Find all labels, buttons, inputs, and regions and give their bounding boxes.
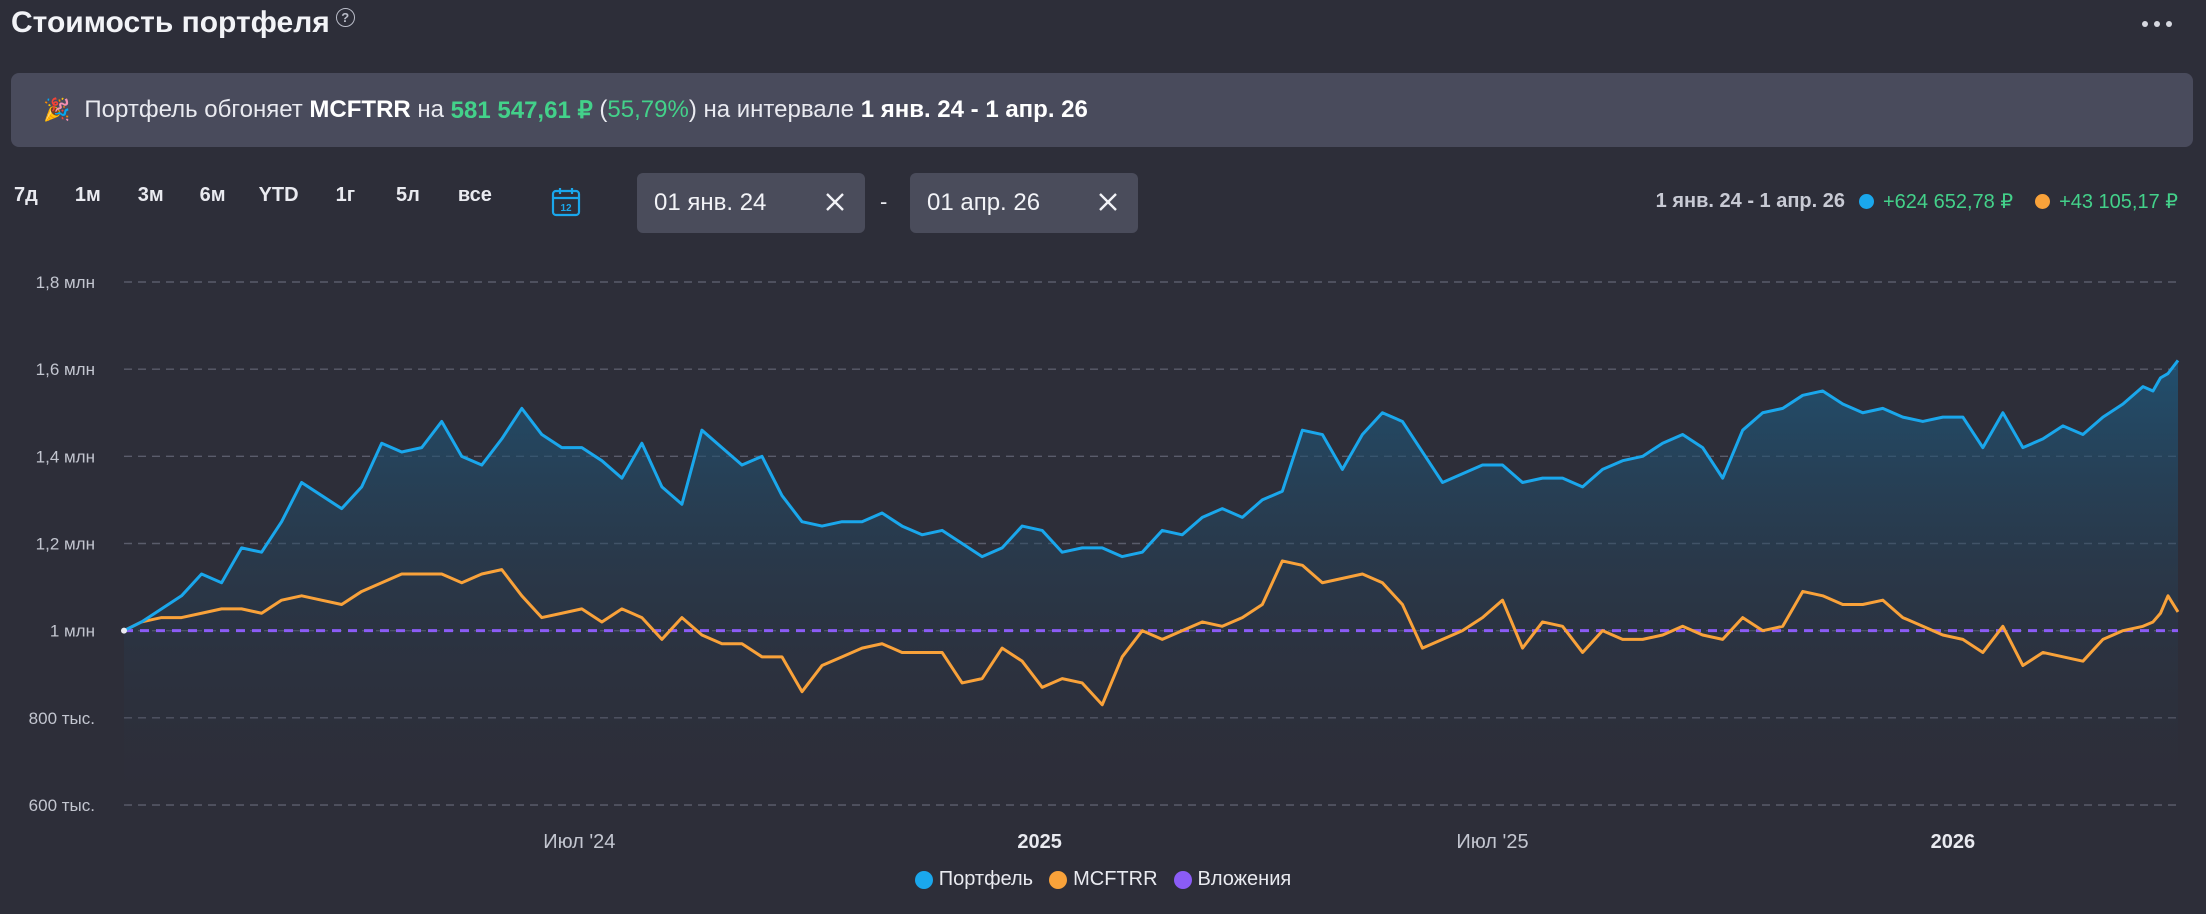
portfolio-dot-icon [1859, 194, 1874, 209]
comparison-banner: 🎉 Портфель обгоняет MCFTRR на 581 547,61… [11, 73, 2193, 147]
x-tick-label: 2026 [1931, 831, 1976, 853]
help-icon[interactable]: ? [335, 8, 355, 27]
y-tick-label: 600 тыс. [29, 796, 95, 815]
range-button-1m[interactable]: 1м [74, 184, 101, 206]
y-tick-label: 1,8 млн [36, 273, 95, 292]
clear-date-from-icon[interactable] [823, 190, 847, 214]
legend-benchmark-dot-icon [1049, 870, 1068, 889]
page-title: Стоимость портфеля ? [11, 6, 355, 40]
date-to-field[interactable]: 01 апр. 26 [910, 173, 1138, 233]
banner-paren-open: ( [592, 96, 608, 123]
summary-benchmark-change: +43 105,17 ₽ [2059, 191, 2178, 213]
banner-interval: 1 янв. 24 - 1 апр. 26 [860, 96, 1088, 123]
benchmark-line [123, 559, 2180, 707]
range-button-1y[interactable]: 1г [335, 184, 356, 206]
portfolio-area [124, 360, 2178, 805]
clear-date-to-icon[interactable] [1096, 190, 1120, 214]
y-tick-label: 800 тыс. [29, 709, 95, 728]
banner-percent: 55,79% [607, 96, 689, 123]
date-separator: - [880, 189, 888, 214]
legend-label: MCFTRR [1073, 868, 1158, 890]
legend-portfolio-dot-icon [914, 870, 933, 889]
date-from-value: 01 янв. 24 [654, 189, 767, 216]
legend-label: Портфель [938, 868, 1034, 890]
range-button-all[interactable]: все [457, 184, 492, 206]
page-title-text: Стоимость портфеля [11, 6, 330, 39]
legend-deposits-dot-icon [1173, 870, 1192, 889]
period-summary: 1 янв. 24 - 1 апр. 26 +624 652,78 ₽ +43 … [1656, 189, 2178, 214]
legend-item-portfolio[interactable]: Портфель [914, 868, 1034, 891]
banner-text-prefix: Портфель обгоняет [84, 96, 310, 123]
y-tick-label: 1,6 млн [36, 360, 95, 379]
date-to-value: 01 апр. 26 [927, 189, 1041, 216]
party-popper-icon: 🎉 [43, 97, 71, 122]
date-from-field[interactable]: 01 янв. 24 [637, 173, 865, 233]
benchmark-dot-icon [2035, 194, 2051, 209]
y-tick-label: 1,2 млн [36, 535, 95, 554]
range-button-6m[interactable]: 6м [199, 184, 226, 206]
x-tick-label: Июл '25 [1456, 831, 1528, 853]
range-selector: 7д 1м 3м 6м YTD 1г 5л все [14, 184, 492, 207]
y-tick-label: 1 млн [50, 622, 95, 641]
start-point [121, 627, 127, 634]
legend-label: Вложения [1197, 868, 1292, 890]
legend-item-benchmark[interactable]: MCFTRR [1049, 868, 1158, 891]
svg-text:12: 12 [560, 203, 572, 214]
x-tick-label: Июл '24 [543, 831, 615, 853]
range-button-5y[interactable]: 5л [396, 184, 420, 206]
range-button-3m[interactable]: 3м [137, 184, 164, 206]
banner-paren-close: ) [688, 96, 697, 123]
x-tick-label: 2025 [1017, 831, 1062, 853]
range-button-ytd[interactable]: YTD [258, 184, 299, 206]
range-button-7d[interactable]: 7д [14, 184, 38, 206]
chart-legend: Портфель MCFTRR Вложения [0, 868, 2206, 891]
summary-portfolio-change: +624 652,78 ₽ [1883, 191, 2014, 213]
portfolio-chart[interactable]: 600 тыс. 800 тыс. 1 млн 1,2 млн 1,4 млн 1,6 м… [0, 250, 2206, 860]
more-options-icon[interactable] [2142, 14, 2172, 34]
banner-text-on: на [410, 96, 451, 123]
banner-text-interval: на интервале [696, 96, 861, 123]
portfolio-line [123, 359, 2180, 633]
legend-item-deposits[interactable]: Вложения [1173, 868, 1292, 891]
calendar-icon[interactable]: 12 [551, 187, 581, 217]
summary-range: 1 янв. 24 - 1 апр. 26 [1655, 190, 1845, 212]
banner-benchmark: MCFTRR [309, 96, 411, 123]
y-tick-label: 1,4 млн [36, 447, 95, 466]
banner-amount: 581 547,61 ₽ [450, 96, 593, 124]
